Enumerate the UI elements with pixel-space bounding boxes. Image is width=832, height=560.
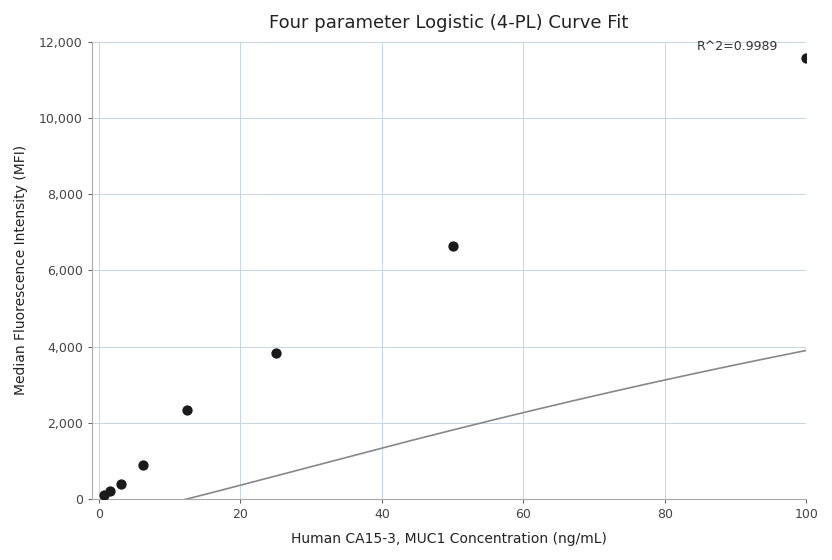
Title: Four parameter Logistic (4-PL) Curve Fit: Four parameter Logistic (4-PL) Curve Fit [270, 14, 629, 32]
Point [446, 241, 459, 250]
Point [181, 406, 194, 415]
Point [115, 480, 128, 489]
Point [98, 491, 111, 500]
Point [800, 53, 813, 62]
Point [103, 487, 116, 496]
Y-axis label: Median Fluorescence Intensity (MFI): Median Fluorescence Intensity (MFI) [14, 145, 28, 395]
Text: R^2=0.9989: R^2=0.9989 [696, 40, 778, 53]
Point [269, 349, 282, 358]
X-axis label: Human CA15-3, MUC1 Concentration (ng/mL): Human CA15-3, MUC1 Concentration (ng/mL) [291, 532, 607, 546]
Point [136, 460, 150, 469]
